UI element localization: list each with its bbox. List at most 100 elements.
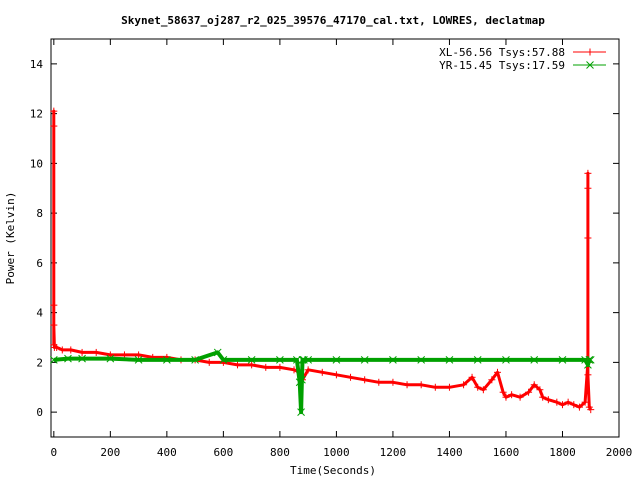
y-tick-label: 2 [36, 356, 43, 369]
x-tick-label: 1400 [436, 446, 463, 459]
data-point [92, 348, 100, 356]
series-layer [49, 107, 595, 416]
data-point [530, 381, 538, 389]
legend-marker [586, 48, 594, 56]
data-point [445, 383, 453, 391]
data-point [558, 356, 567, 364]
data-point [493, 368, 501, 376]
marker-stroke [585, 356, 594, 364]
data-point [78, 354, 86, 363]
x-tick-label: 200 [100, 446, 120, 459]
data-point [417, 381, 425, 389]
x-tick-label: 1600 [493, 446, 520, 459]
marker-stroke [213, 348, 222, 357]
data-point [318, 368, 326, 376]
data-point [502, 356, 510, 364]
marker-stroke [298, 356, 307, 364]
data-point [248, 361, 256, 369]
marker-stroke [417, 356, 426, 364]
marker-stroke [332, 356, 341, 364]
data-point [120, 351, 128, 359]
data-point [544, 396, 552, 404]
series-yr [49, 348, 595, 416]
marker-stroke [64, 354, 72, 363]
legend-label: YR-15.45 Tsys:17.59 [439, 59, 565, 72]
x-tick-label: 1000 [323, 446, 350, 459]
data-point [479, 386, 487, 394]
data-point [474, 383, 482, 391]
data-point [276, 356, 284, 364]
data-point [134, 356, 143, 364]
data-point [570, 401, 578, 409]
data-point [213, 348, 222, 357]
marker-stroke [276, 356, 284, 364]
data-point [375, 378, 383, 386]
marker-stroke [558, 356, 567, 364]
data-point [332, 356, 341, 364]
marker-stroke [247, 356, 256, 364]
data-point [135, 351, 143, 359]
marker-stroke [586, 356, 595, 364]
marker-stroke [586, 61, 594, 69]
data-point [50, 321, 58, 329]
data-point [468, 373, 476, 381]
data-point [292, 356, 301, 364]
marker-stroke [297, 408, 305, 416]
data-point [525, 388, 533, 396]
data-point [50, 122, 58, 130]
data-point [67, 346, 75, 354]
legend-label: XL-56.56 Tsys:57.88 [439, 46, 565, 59]
data-point [49, 356, 58, 364]
data-point [431, 383, 439, 391]
data-point [553, 398, 561, 406]
x-tick-label: 400 [157, 446, 177, 459]
data-point [276, 363, 284, 371]
data-point [262, 363, 270, 371]
data-point [53, 343, 61, 351]
marker-stroke [298, 375, 306, 384]
data-point [78, 348, 86, 356]
series-xl [50, 107, 595, 414]
y-tick-label: 14 [30, 58, 44, 71]
data-point [219, 356, 228, 364]
data-point [304, 366, 312, 374]
x-axis-label: Time(Seconds) [290, 464, 376, 477]
y-tick-label: 6 [36, 257, 43, 270]
data-point [247, 356, 256, 364]
data-point [360, 356, 369, 364]
marker-stroke [292, 356, 301, 364]
marker-stroke [49, 356, 58, 364]
marker-stroke [163, 356, 171, 364]
x-tick-label: 600 [213, 446, 233, 459]
data-point [417, 356, 426, 364]
marker-stroke [191, 356, 199, 364]
y-tick-label: 4 [36, 307, 43, 320]
data-point [530, 356, 539, 364]
data-point [234, 361, 242, 369]
y-tick-label: 12 [30, 108, 43, 121]
data-point [499, 388, 507, 396]
data-point [389, 378, 397, 386]
marker-stroke [530, 356, 539, 364]
plot-area-frame [50, 38, 620, 438]
data-point [508, 391, 516, 399]
data-point [298, 356, 307, 364]
data-point [347, 373, 355, 381]
y-tick-label: 10 [30, 157, 43, 170]
data-point [585, 356, 594, 364]
data-point [191, 356, 199, 364]
data-point [473, 356, 482, 364]
marker-stroke [219, 356, 228, 364]
data-point [488, 376, 496, 384]
data-point [516, 393, 524, 401]
data-point [297, 408, 305, 416]
x-tick-label: 2000 [606, 446, 633, 459]
x-tick-label: 1800 [549, 446, 576, 459]
data-point [58, 346, 66, 354]
x-tick-label: 800 [270, 446, 290, 459]
data-point [584, 361, 592, 369]
data-point [106, 354, 115, 363]
axis-ticks: 0 200 400 600 800 1000 1200 1400 1600 1800 2000 0 2 4… [30, 39, 633, 459]
